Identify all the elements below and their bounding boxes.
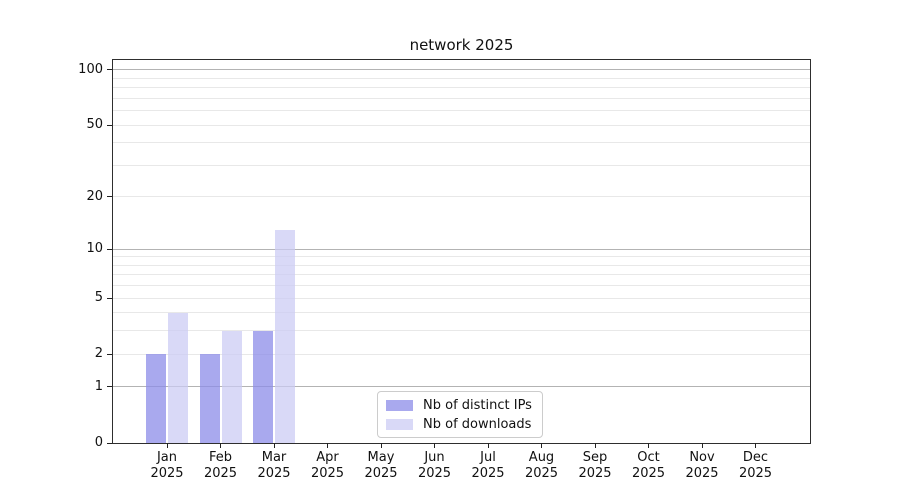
x-tick-mark <box>380 443 382 448</box>
x-tick-label: Jul 2025 <box>456 450 520 482</box>
x-tick-month: Aug <box>528 450 555 465</box>
gridline-minor <box>113 77 810 79</box>
legend-item: Nb of downloads <box>378 415 542 434</box>
plot-area: 0 1 2 5 10 20 50 100 Jan 2025 Feb 2025 Mar 2025 Apr 202… <box>78 59 811 481</box>
legend-swatch-downloads-icon <box>386 419 413 430</box>
x-tick-year: 2025 <box>524 466 559 481</box>
x-tick-label: Jan 2025 <box>135 450 199 482</box>
x-tick-label: Sep 2025 <box>563 450 627 482</box>
gridline-minor <box>113 264 810 266</box>
x-tick-label: Jun 2025 <box>403 450 467 482</box>
gridline-minor <box>113 285 810 287</box>
x-tick-month: Apr <box>316 450 339 465</box>
x-tick-label: Aug 2025 <box>510 450 574 482</box>
x-tick-year: 2025 <box>257 466 291 481</box>
x-tick-mark <box>220 443 221 448</box>
gridline-minor <box>113 196 810 198</box>
gridline-minor <box>113 97 810 99</box>
y-tick-mark <box>107 124 112 126</box>
gridline-major <box>113 386 810 388</box>
x-tick-mark <box>166 443 168 448</box>
gridline-minor <box>113 110 810 112</box>
y-tick-label: 1 <box>94 378 103 394</box>
chart-title: network 2025 <box>409 36 514 54</box>
gridline-minor <box>113 353 810 355</box>
bar-downloads-mar <box>275 229 295 443</box>
x-tick-mark <box>701 443 703 448</box>
y-tick-mark <box>107 69 112 71</box>
gridline-minor <box>113 164 810 166</box>
x-tick-month: Sep <box>582 450 608 465</box>
legend-label: Nb of downloads <box>423 417 532 432</box>
x-tick-year: 2025 <box>578 466 612 481</box>
x-tick-month: Feb <box>208 450 233 465</box>
x-tick-month: Oct <box>637 450 660 465</box>
bar-downloads-jan <box>168 312 188 443</box>
gridline-minor <box>113 87 810 89</box>
x-tick-mark <box>755 443 756 448</box>
gridline-minor <box>113 312 810 314</box>
y-tick-mark <box>107 196 112 198</box>
x-tick-year: 2025 <box>364 466 398 481</box>
x-tick-year: 2025 <box>310 466 345 481</box>
bar-downloads-feb <box>221 330 242 443</box>
gridline-minor <box>113 330 810 332</box>
x-tick-mark <box>434 443 435 448</box>
x-tick-month: Jul <box>480 450 496 465</box>
bar-distinct-ips-jan <box>146 354 166 443</box>
bar-distinct-ips-mar <box>253 330 273 443</box>
x-tick-mark <box>273 443 275 448</box>
y-tick-label: 100 <box>78 61 103 77</box>
legend-swatch-distinct-ips-icon <box>386 400 413 411</box>
x-tick-month: Jun <box>424 450 445 465</box>
x-tick-year: 2025 <box>471 466 505 481</box>
y-tick-mark <box>107 248 112 250</box>
bar-distinct-ips-feb <box>199 354 220 443</box>
legend-label: Nb of distinct IPs <box>423 398 532 413</box>
x-tick-label: Nov 2025 <box>670 450 734 482</box>
x-tick-month: Mar <box>261 450 287 465</box>
x-tick-mark <box>594 443 596 448</box>
x-tick-mark <box>541 443 542 448</box>
y-tick-label: 20 <box>86 188 103 204</box>
x-tick-label: May 2025 <box>349 450 413 482</box>
y-tick-label: 50 <box>86 117 103 133</box>
x-tick-month: Jan <box>156 450 178 465</box>
gridline-minor <box>113 297 810 299</box>
x-tick-year: 2025 <box>203 466 238 481</box>
x-tick-label: Dec 2025 <box>724 450 788 482</box>
x-tick-month: May <box>367 450 395 465</box>
y-tick-mark <box>107 353 112 355</box>
x-tick-label: Apr 2025 <box>296 450 360 482</box>
x-tick-year: 2025 <box>738 466 773 481</box>
y-tick-label: 10 <box>86 241 103 257</box>
x-tick-month: Nov <box>689 450 715 465</box>
x-tick-year: 2025 <box>150 466 184 481</box>
legend: Nb of distinct IPs Nb of downloads <box>377 391 543 438</box>
y-tick-mark <box>107 386 112 388</box>
gridline-minor <box>113 142 810 144</box>
y-tick-mark <box>107 442 112 444</box>
x-tick-mark <box>327 443 328 448</box>
legend-item: Nb of distinct IPs <box>378 396 542 415</box>
y-tick-label: 5 <box>94 290 103 306</box>
y-tick-mark <box>107 297 112 299</box>
gridline-major <box>113 69 810 71</box>
x-tick-label: Oct 2025 <box>617 450 681 482</box>
x-tick-year: 2025 <box>685 466 719 481</box>
x-tick-mark <box>648 443 649 448</box>
y-tick-label: 0 <box>94 435 103 450</box>
gridline-minor <box>113 124 810 126</box>
gridline-minor <box>113 274 810 276</box>
gridline-minor <box>113 256 810 258</box>
x-tick-year: 2025 <box>417 466 452 481</box>
gridline-major <box>113 248 810 250</box>
y-tick-label: 2 <box>94 346 103 362</box>
x-tick-label: Feb 2025 <box>189 450 253 482</box>
x-tick-mark <box>487 443 489 448</box>
x-tick-month: Dec <box>742 450 769 465</box>
x-tick-year: 2025 <box>631 466 666 481</box>
x-tick-label: Mar 2025 <box>242 450 306 482</box>
